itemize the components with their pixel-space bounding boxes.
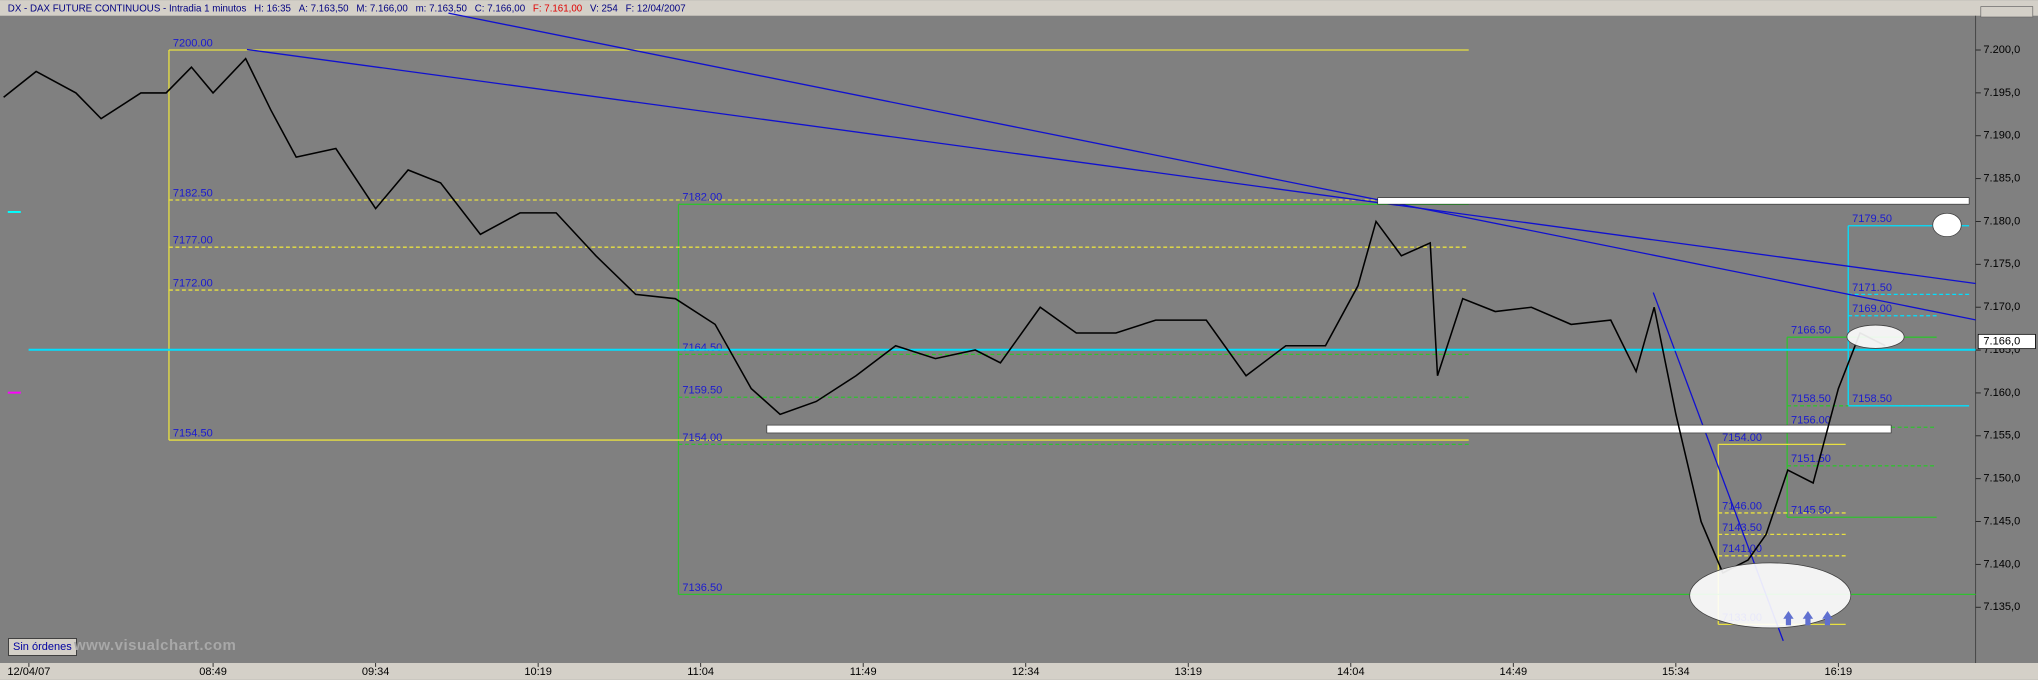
level-label: 7200.00 (173, 37, 213, 49)
x-tick-label: 14:49 (1500, 666, 1528, 678)
zone-bar (1377, 197, 1970, 205)
level-label: 7171.50 (1852, 282, 1892, 294)
header-field: A: 7.163,50 (299, 3, 349, 14)
level-label: 7179.50 (1852, 213, 1892, 225)
y-tick-label: 7.175,0 (1983, 258, 2020, 270)
level-label: 7182.00 (682, 192, 722, 204)
last-price-label: 7.166,0 (1983, 335, 2020, 347)
annotations (1689, 212, 1962, 629)
watermark: www.visualchart.com (74, 637, 237, 654)
level-label: 7158.50 (1852, 393, 1892, 405)
x-tick-label: 09:34 (362, 666, 390, 678)
level-label: 7154.00 (682, 432, 722, 444)
level-label: 7151.50 (1791, 453, 1831, 465)
level-label: 7164.50 (682, 342, 722, 354)
y-tick-label: 7.150,0 (1983, 473, 2020, 485)
header-field: M: 7.166,00 (356, 3, 408, 14)
x-tick-label: 13:19 (1174, 666, 1202, 678)
y-tick-label: 7.190,0 (1983, 130, 2020, 142)
header: DX - DAX FUTURE CONTINUOUS - Intradia 1 … (8, 3, 686, 14)
level-label: 7158.50 (1791, 393, 1831, 405)
price-line (3, 57, 1886, 574)
header-field: H: 16:35 (254, 3, 291, 14)
level-label: 7141.00 (1722, 543, 1762, 555)
highlight-ellipse (1689, 562, 1852, 629)
header-field: F: 12/04/2007 (626, 3, 686, 14)
last-price-box (1977, 333, 2036, 350)
level-label: 7156.00 (1791, 415, 1831, 427)
x-tick-label: 10:19 (524, 666, 552, 678)
level-label: 7136.50 (682, 582, 722, 594)
y-tick-label: 7.135,0 (1983, 601, 2020, 613)
trend-line (246, 48, 1976, 285)
x-tick-label: 14:04 (1337, 666, 1365, 678)
x-tick-label: 11:49 (850, 666, 877, 678)
y-tick-label: 7.195,0 (1983, 87, 2020, 99)
y-tick-label: 7.145,0 (1983, 515, 2020, 527)
y-tick-label: 7.180,0 (1983, 215, 2020, 227)
level-label: 7182.50 (173, 187, 213, 199)
x-tick-label: 15:34 (1662, 666, 1690, 678)
level-label: 7166.50 (1791, 325, 1831, 337)
level-label: 7154.00 (1722, 432, 1762, 444)
time-axis-bar (0, 662, 2038, 680)
level-label: 7169.00 (1852, 303, 1892, 315)
zone-bar (766, 424, 1892, 434)
level-label: 7159.50 (682, 385, 722, 397)
level-label: 7177.00 (173, 235, 213, 247)
level-label: 7154.50 (173, 428, 213, 440)
axes: 7.200,0 7.195,0 7.190,0 7.185,0 7.180,0 7.175… (7, 44, 2036, 678)
level-label: 7172.00 (173, 277, 213, 289)
x-tick-label: 16:19 (1825, 666, 1853, 678)
header-field: V: 254 (590, 3, 618, 14)
level-label: 7146.00 (1722, 500, 1762, 512)
header-field: F: 7.161,00 (533, 3, 583, 14)
level-label: 7143.50 (1722, 522, 1762, 534)
level-label: 7145.50 (1791, 505, 1831, 517)
series (3, 57, 1886, 574)
y-tick-label: 7.185,0 (1983, 173, 2020, 185)
x-tick-label: 12/04/07 (7, 666, 50, 678)
highlight-ellipse (1846, 324, 1905, 349)
y-tick-label: 7.140,0 (1983, 558, 2020, 570)
orders-button[interactable]: Sin órdenes (8, 638, 77, 656)
x-tick-label: 12:34 (1012, 666, 1040, 678)
header-field: m: 7.163,50 (416, 3, 468, 14)
header-bar (0, 0, 2038, 16)
y-tick-label: 7.170,0 (1983, 301, 2020, 313)
y-tick-label: 7.160,0 (1983, 387, 2020, 399)
arrows (1783, 610, 1833, 626)
highlight-ellipse (1932, 212, 1962, 238)
header-title: DX - DAX FUTURE CONTINUOUS - Intradia 1 … (8, 3, 247, 14)
y-tick-label: 7.155,0 (1983, 430, 2020, 442)
header-field: C: 7.166,00 (475, 3, 526, 14)
y-tick-label: 7.200,0 (1983, 44, 2020, 56)
x-tick-label: 11:04 (687, 666, 714, 678)
scroll-box (1980, 6, 2034, 18)
trend-lines (28, 12, 1976, 642)
x-tick-label: 08:49 (199, 666, 227, 678)
trend-line (448, 12, 1976, 321)
